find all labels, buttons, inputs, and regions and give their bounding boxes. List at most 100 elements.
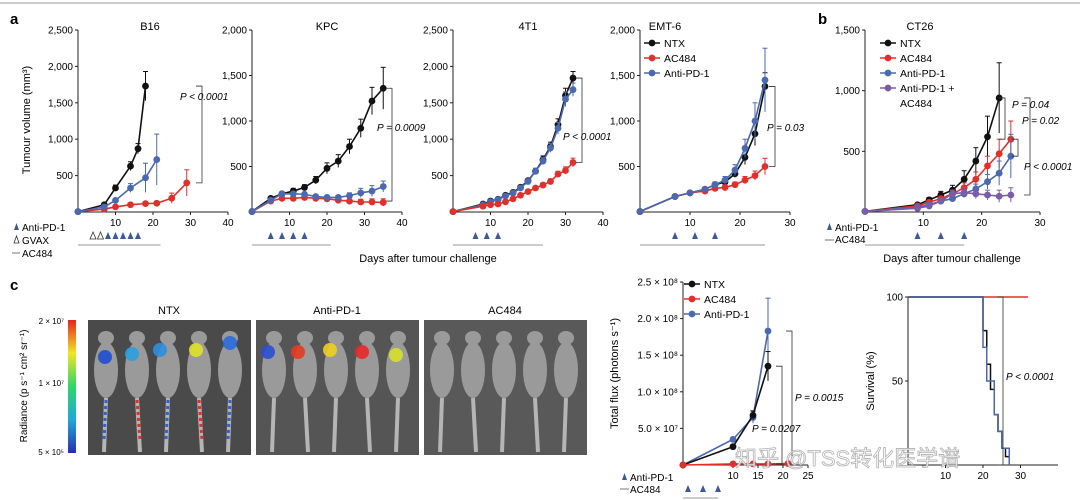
mouse-tail: [270, 397, 276, 453]
p-value-label: P = 0.0009: [377, 123, 426, 134]
bioluminescence-spot: [261, 345, 275, 359]
x-tick-label: 30: [185, 218, 197, 229]
x-tick-label: 20: [147, 218, 159, 229]
data-point: [494, 200, 502, 208]
data-point: [995, 150, 1003, 158]
image-label-ac484: AC484: [488, 305, 522, 317]
bioluminescence-spot: [98, 350, 112, 364]
tail-signal: [197, 399, 204, 441]
legend-label: Anti-PD-1: [664, 68, 710, 80]
chart-kpc: KPC 500 1,000 1,500 2,000 10 20 30 40 P = 0.0009: [222, 21, 426, 246]
series-anti_pd1: [449, 82, 577, 216]
bioluminescence-spot: [291, 345, 305, 359]
series-anti_pd1: [908, 296, 1010, 465]
data-point: [517, 184, 524, 192]
data-point: [323, 194, 331, 201]
x-tick-label: 30: [784, 218, 796, 229]
data-point: [751, 172, 759, 180]
data-point: [153, 156, 161, 163]
chart-b16: B16 500 1,000 1,500 2,000 2,500 10 20 30 40 P < 0.…: [48, 21, 234, 246]
treatment-marker: [290, 232, 297, 239]
data-point: [502, 192, 509, 200]
treat-label-gvax: GVAX: [22, 236, 49, 247]
data-point: [74, 208, 82, 216]
legend-marker-anti_pd1: [884, 69, 892, 77]
mouse-head: [328, 331, 344, 345]
significance-bracket: [786, 330, 793, 465]
bioluminescence-spot: [189, 343, 203, 357]
mouse-head: [297, 331, 313, 345]
x-tick-label: 10: [940, 471, 952, 482]
significance-bracket: [1024, 97, 1031, 196]
panel-letter-c: c: [10, 277, 18, 294]
y-tick-label: 1,000: [835, 86, 860, 97]
y-tick-label: 500: [431, 171, 448, 182]
y-axis-label-tumour: Tumour volume (mm³): [21, 66, 33, 174]
series-ac484: [449, 157, 577, 216]
data-point: [346, 143, 353, 150]
data-point: [984, 191, 991, 199]
chart-title: KPC: [316, 21, 339, 33]
data-point: [357, 124, 365, 132]
mouse-head: [527, 331, 543, 345]
data-point: [761, 163, 769, 170]
treatment-marker: [120, 232, 126, 239]
radiance-scale-bar: [68, 320, 76, 453]
mouse-head: [160, 331, 176, 345]
mouse-head: [390, 331, 406, 345]
significance-bracket: [776, 365, 783, 465]
series-line-anti_pd1: [639, 79, 766, 213]
data-point: [554, 170, 562, 178]
mouse-head: [359, 331, 375, 345]
data-point: [686, 189, 694, 197]
data-point: [562, 167, 569, 174]
data-point: [142, 174, 149, 182]
treatment-marker: [472, 232, 479, 239]
significance-bracket: [576, 77, 583, 163]
mouse-tail: [500, 397, 506, 453]
data-point: [142, 82, 149, 90]
data-point: [741, 144, 749, 152]
panel-letter-b: b: [818, 11, 827, 28]
series-ac484: [636, 157, 769, 215]
mouse-body: [492, 342, 516, 398]
treatment-marker: [483, 232, 490, 239]
p-value-label: P < 0.0001: [1006, 372, 1054, 383]
y-tick-label: 5.0 × 10⁷: [638, 424, 678, 435]
chart-title: B16: [140, 21, 160, 33]
p-value-label: P < 0.0001: [1024, 162, 1072, 173]
chart-c5: 5.0 × 10⁷ 1.0 × 10⁸ 1.5 × 10⁸ 2.0 × 10⁸ 2.5 …: [609, 278, 844, 499]
mouse-tail: [303, 397, 310, 453]
data-point: [960, 189, 968, 196]
legend-marker-anti_pd1: [648, 69, 656, 77]
y-tick-label: 1,000: [423, 135, 448, 146]
data-point: [972, 175, 980, 183]
data-point: [379, 199, 387, 206]
data-point: [995, 192, 1003, 200]
y-tick-label: 2.5 × 10⁸: [637, 278, 678, 289]
mouse-tail: [332, 397, 338, 453]
mouse-body: [430, 342, 454, 398]
data-point: [554, 124, 562, 132]
y-tick-label: 2.0 × 10⁸: [637, 314, 678, 325]
data-point: [142, 200, 149, 208]
series-anti_pd1: [248, 180, 387, 215]
mouse-tail: [471, 397, 478, 453]
bioluminescence-spot: [153, 343, 167, 357]
y-tick-label: 2,000: [222, 26, 247, 37]
tail-signal: [164, 399, 170, 441]
y-tick-label: 500: [56, 171, 73, 182]
data-point: [729, 460, 737, 468]
data-point: [289, 190, 297, 198]
treatment-marker: [715, 485, 721, 492]
image-label-ntx: NTX: [158, 305, 181, 317]
y-tick-label: 500: [618, 162, 635, 173]
data-point: [972, 190, 980, 198]
data-point: [487, 201, 494, 209]
treatment-marker: [937, 232, 944, 239]
x-tick-label: 20: [321, 218, 333, 229]
mouse-head: [434, 331, 450, 345]
data-point: [960, 175, 968, 183]
x-tick-label: 40: [396, 218, 408, 229]
x-tick-label: 10: [485, 218, 497, 229]
